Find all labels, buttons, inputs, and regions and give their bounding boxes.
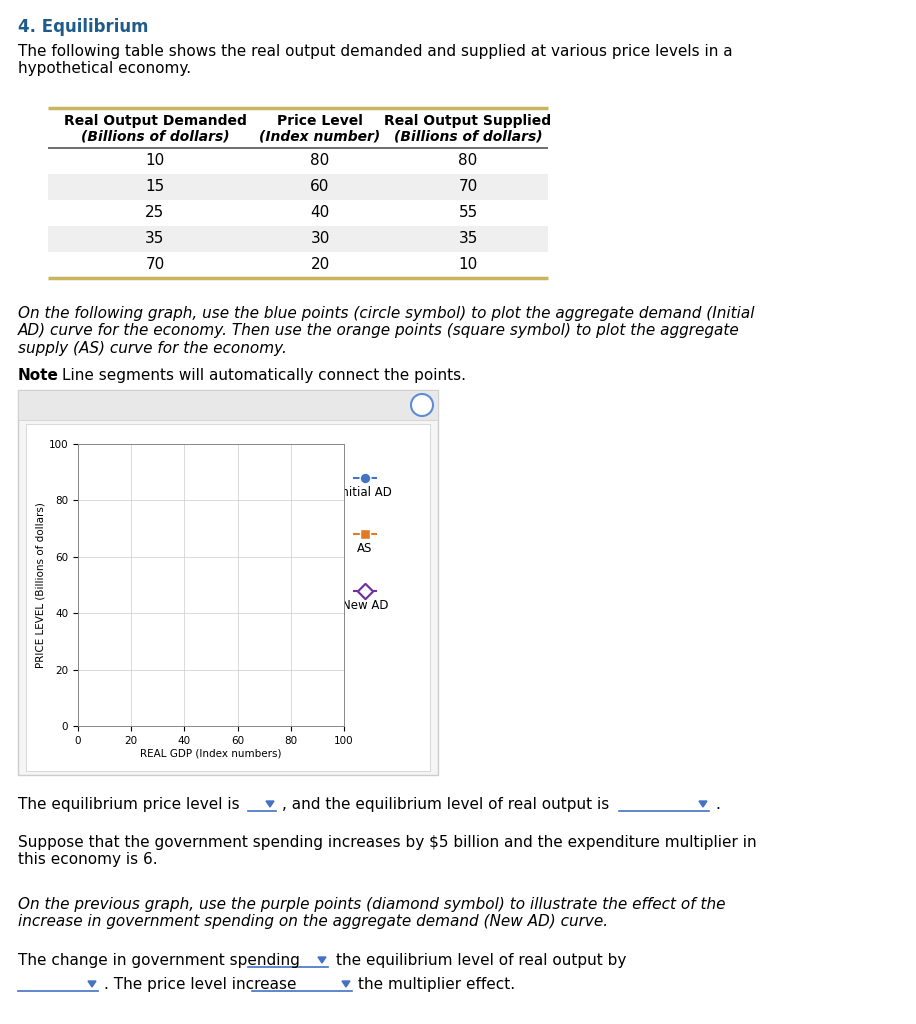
Text: The change in government spending: The change in government spending [18,953,300,968]
Text: 20: 20 [311,257,330,272]
Text: On the previous graph, use the purple points (diamond symbol) to illustrate the : On the previous graph, use the purple po… [18,897,725,930]
Text: 30: 30 [311,231,330,246]
Text: 60: 60 [311,179,330,194]
Text: AS: AS [357,543,373,555]
Text: (Index number): (Index number) [259,129,381,143]
Text: .: . [715,797,720,812]
Text: 70: 70 [458,179,477,194]
Text: Real Output Demanded: Real Output Demanded [63,114,246,128]
Point [357,526,372,543]
Text: the multiplier effect.: the multiplier effect. [358,977,515,992]
Text: the equilibrium level of real output by: the equilibrium level of real output by [336,953,627,968]
Text: Price Level: Price Level [277,114,363,128]
Text: 80: 80 [458,153,477,168]
Polygon shape [699,801,707,807]
Text: , and the equilibrium level of real output is: , and the equilibrium level of real outp… [282,797,609,812]
Bar [18,390,438,420]
Point [357,583,372,599]
Text: 10: 10 [146,153,165,168]
Text: (Billions of dollars): (Billions of dollars) [394,129,542,143]
Polygon shape [342,981,350,987]
Text: 35: 35 [458,231,477,246]
Bar [48,174,548,200]
Bar [26,424,430,771]
Point [357,470,372,486]
Polygon shape [266,801,274,807]
X-axis label: REAL GDP (Index numbers): REAL GDP (Index numbers) [140,749,282,759]
Text: 70: 70 [146,257,165,272]
Bar [48,226,548,252]
Text: The following table shows the real output demanded and supplied at various price: The following table shows the real outpu… [18,44,733,77]
Text: . The price level increase: . The price level increase [104,977,297,992]
Text: Suppose that the government spending increases by $5 billion and the expenditure: Suppose that the government spending inc… [18,835,757,867]
Text: New AD: New AD [342,599,388,611]
Text: 80: 80 [311,153,330,168]
Text: (Billions of dollars): (Billions of dollars) [81,129,229,143]
Text: 35: 35 [146,231,165,246]
Text: 40: 40 [311,205,330,220]
Text: The equilibrium price level is: The equilibrium price level is [18,797,240,812]
Polygon shape [88,981,96,987]
Bar [18,390,438,775]
Text: Initial AD: Initial AD [338,485,392,499]
Text: 4. Equilibrium: 4. Equilibrium [18,18,148,36]
Text: 25: 25 [146,205,165,220]
Text: 15: 15 [146,179,165,194]
Circle shape [411,394,433,416]
Text: On the following graph, use the blue points (circle symbol) to plot the aggregat: On the following graph, use the blue poi… [18,306,755,355]
Text: 55: 55 [458,205,477,220]
Text: : Line segments will automatically connect the points.: : Line segments will automatically conne… [52,368,466,383]
Point [357,583,372,599]
Text: Note: Note [18,368,59,383]
Text: Real Output Supplied: Real Output Supplied [385,114,551,128]
Text: ?: ? [419,398,426,411]
Text: 10: 10 [458,257,477,272]
Y-axis label: PRICE LEVEL (Billions of dollars): PRICE LEVEL (Billions of dollars) [36,502,46,668]
Polygon shape [318,957,326,963]
